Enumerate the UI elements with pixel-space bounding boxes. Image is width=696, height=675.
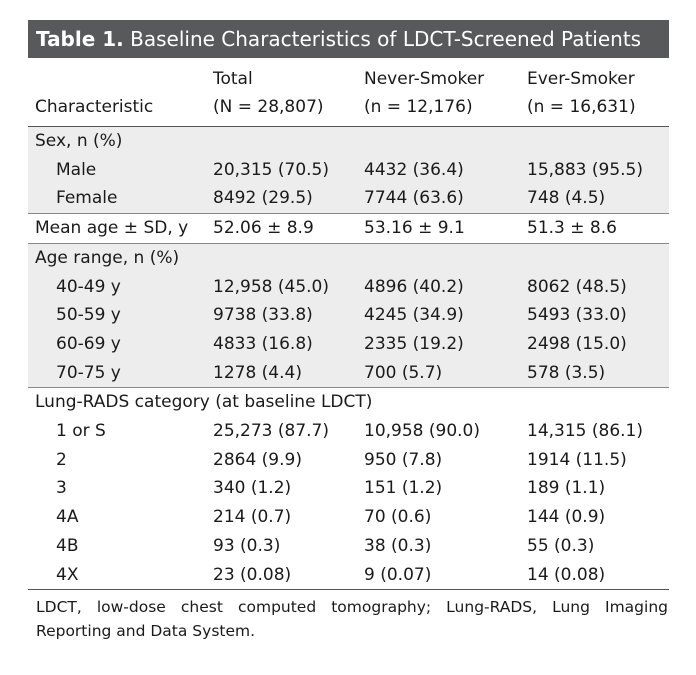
header-characteristic: Characteristic — [28, 93, 206, 127]
table-row: Mean age ± SD, y 52.06 ± 8.9 53.16 ± 9.1 51… — [28, 213, 669, 244]
ever-smoker-cell: 51.3 ± 8.6 — [520, 213, 669, 244]
table-title: Baseline Characteristics of LDCT-Screene… — [130, 27, 642, 51]
table-row: 1 or S 25,273 (87.7) 10,958 (90.0) 14,315 (… — [28, 417, 669, 446]
row-label: 2 — [56, 449, 67, 470]
table-header: Total Never-Smoker Ever-Smoker Character… — [28, 58, 669, 127]
ever-smoker-cell: 748 (4.5) — [520, 184, 669, 214]
ever-smoker-cell: 8062 (48.5) — [520, 272, 669, 302]
table-row: 4X 23 (0.08) 9 (0.07) 14 (0.08) — [28, 561, 669, 590]
section-label: Mean age ± SD, y — [28, 213, 206, 244]
ever-smoker-cell: 14 (0.08) — [527, 564, 606, 585]
total-cell: 25,273 (87.7) — [213, 421, 330, 442]
table-frame: Table 1. Baseline Characteristics of LDC… — [28, 20, 669, 643]
total-cell: 4833 (16.8) — [206, 329, 357, 359]
never-smoker-cell: 9 (0.07) — [364, 564, 432, 585]
table-row: 2 2864 (9.9) 950 (7.8) 1914 (11.5) — [28, 446, 669, 475]
row-label: 70-75 y — [28, 358, 206, 388]
row-label: 60-69 y — [28, 329, 206, 359]
table-row: Age range, n (%) — [28, 242, 669, 273]
ever-smoker-cell: 2498 (15.0) — [520, 329, 669, 359]
never-smoker-cell: 950 (7.8) — [364, 449, 443, 470]
table-label: Table 1. — [36, 27, 124, 51]
total-cell: 52.06 ± 8.9 — [206, 213, 357, 244]
ever-smoker-cell — [520, 242, 669, 273]
ever-smoker-cell: 14,315 (86.1) — [527, 421, 644, 442]
total-cell: 2864 (9.9) — [213, 449, 302, 470]
total-cell: 340 (1.2) — [213, 478, 292, 499]
row-label: 3 — [56, 478, 67, 499]
row-label: 4A — [56, 507, 79, 528]
table-row: 3 340 (1.2) 151 (1.2) 189 (1.1) — [28, 474, 669, 503]
total-cell: 214 (0.7) — [213, 507, 292, 528]
header-never-smoker-line1: Never-Smoker — [364, 69, 485, 89]
table-row: 40-49 y 12,958 (45.0) 4896 (40.2) 8062 (48.… — [28, 272, 669, 302]
header-total-n: (N = 28,807) — [206, 93, 357, 127]
section-label: Age range, n (%) — [28, 242, 206, 273]
never-smoker-cell: 2335 (19.2) — [357, 329, 520, 359]
total-cell: 9738 (33.8) — [206, 301, 357, 330]
section-label: Lung-RADS category (at baseline LDCT) — [28, 387, 669, 418]
ever-smoker-cell: 55 (0.3) — [527, 535, 595, 556]
table-row: Sex, n (%) — [28, 125, 669, 156]
never-smoker-cell: 7744 (63.6) — [357, 184, 520, 214]
never-smoker-cell — [357, 125, 520, 156]
ever-smoker-cell: 5493 (33.0) — [520, 301, 669, 330]
ever-smoker-cell — [520, 125, 669, 156]
total-cell — [206, 242, 357, 273]
ever-smoker-cell: 15,883 (95.5) — [520, 155, 669, 185]
row-label: Female — [28, 184, 206, 214]
table-row: 70-75 y 1278 (4.4) 700 (5.7) 578 (3.5) — [28, 358, 669, 388]
header-ever-smoker-line1: Ever-Smoker — [527, 69, 635, 89]
row-label: 4X — [56, 564, 79, 585]
header-characteristic-line1 — [28, 58, 206, 93]
section-label: Sex, n (%) — [28, 125, 206, 156]
characteristics-table: Total Never-Smoker Ever-Smoker Character… — [28, 58, 669, 589]
row-label: 1 or S — [56, 421, 106, 442]
total-cell: 8492 (29.5) — [206, 184, 357, 214]
row-label: Male — [28, 155, 206, 185]
total-cell — [206, 125, 357, 156]
table-row: 60-69 y 4833 (16.8) 2335 (19.2) 2498 (15.0) — [28, 329, 669, 359]
never-smoker-cell: 53.16 ± 9.1 — [357, 213, 520, 244]
never-smoker-cell: 4245 (34.9) — [357, 301, 520, 330]
never-smoker-cell: 4432 (36.4) — [357, 155, 520, 185]
table-title-bar: Table 1. Baseline Characteristics of LDC… — [28, 20, 669, 58]
table-row: 4B 93 (0.3) 38 (0.3) 55 (0.3) — [28, 532, 669, 561]
never-smoker-cell: 38 (0.3) — [364, 535, 432, 556]
table-body: Sex, n (%) Male 20,315 (70.5) 4432 (36.4) 15… — [28, 125, 669, 590]
row-label: 50-59 y — [28, 301, 206, 330]
never-smoker-cell: 4896 (40.2) — [357, 272, 520, 302]
header-ever-smoker-n: (n = 16,631) — [520, 93, 669, 127]
total-cell: 1278 (4.4) — [206, 358, 357, 388]
total-cell: 12,958 (45.0) — [206, 272, 357, 302]
never-smoker-cell: 10,958 (90.0) — [364, 421, 481, 442]
table-row: Female 8492 (29.5) 7744 (63.6) 748 (4.5) — [28, 184, 669, 214]
row-label: 4B — [56, 535, 79, 556]
never-smoker-cell: 700 (5.7) — [357, 358, 520, 388]
total-cell: 23 (0.08) — [213, 564, 292, 585]
table-row: 50-59 y 9738 (33.8) 4245 (34.9) 5493 (33.0) — [28, 301, 669, 330]
never-smoker-cell — [357, 242, 520, 273]
total-cell: 20,315 (70.5) — [206, 155, 357, 185]
table-row: Male 20,315 (70.5) 4432 (36.4) 15,883 (95.5… — [28, 155, 669, 185]
total-cell: 93 (0.3) — [213, 535, 281, 556]
table-row: Lung-RADS category (at baseline LDCT) — [28, 387, 669, 418]
never-smoker-cell: 70 (0.6) — [364, 507, 432, 528]
ever-smoker-cell: 578 (3.5) — [520, 358, 669, 388]
ever-smoker-cell: 1914 (11.5) — [527, 449, 627, 470]
table-footnote: LDCT, low-dose chest computed tomography… — [36, 598, 668, 641]
row-label: 40-49 y — [28, 272, 206, 302]
never-smoker-cell: 151 (1.2) — [364, 478, 443, 499]
table-bottom-rule — [28, 589, 669, 591]
ever-smoker-cell: 189 (1.1) — [527, 478, 606, 499]
table-row: 4A 214 (0.7) 70 (0.6) 144 (0.9) — [28, 503, 669, 532]
header-total-line1: Total — [213, 69, 253, 89]
header-never-smoker-n: (n = 12,176) — [357, 93, 520, 127]
ever-smoker-cell: 144 (0.9) — [527, 507, 606, 528]
